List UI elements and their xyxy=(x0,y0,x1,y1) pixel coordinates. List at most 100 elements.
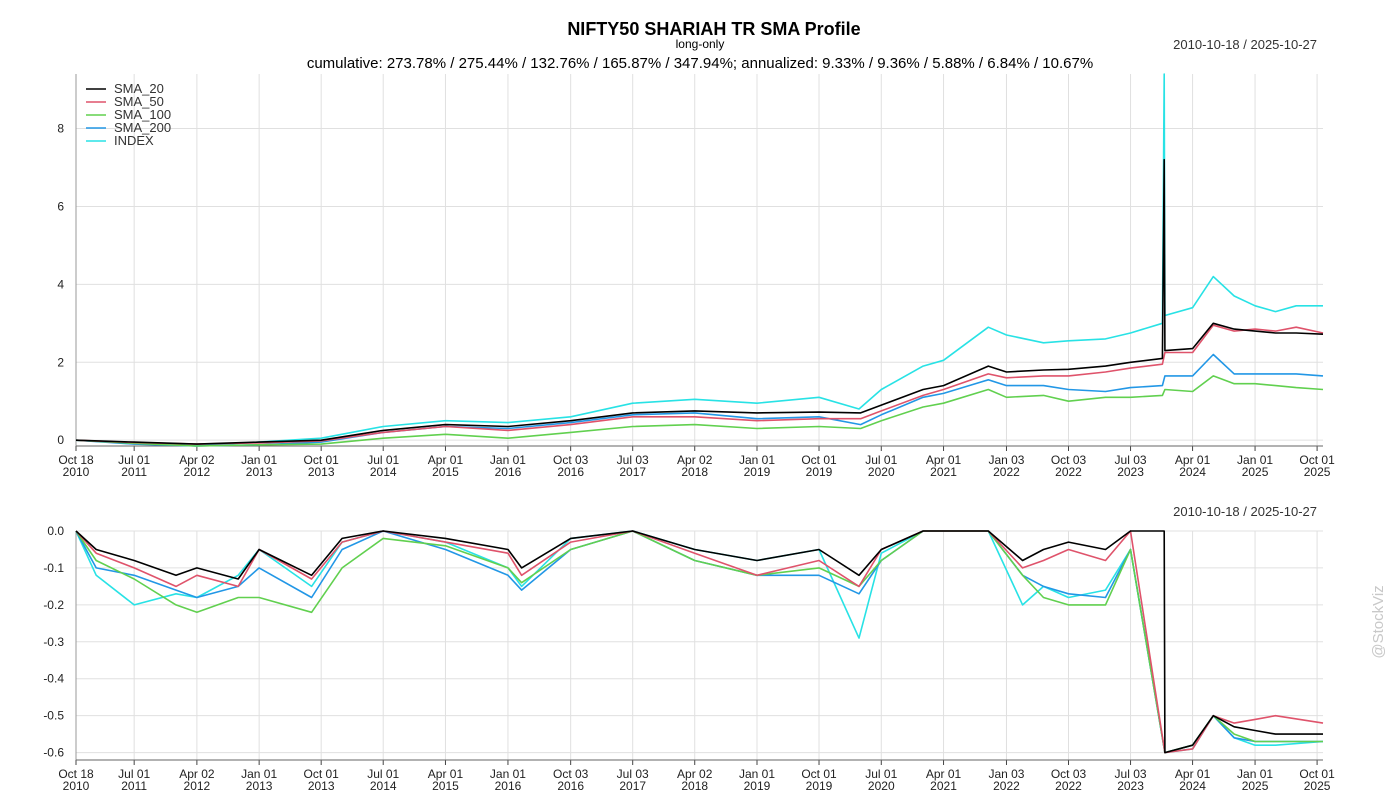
x-tick-label-bottom: 2023 xyxy=(1117,779,1144,793)
x-tick-label-bottom: 2014 xyxy=(370,779,397,793)
x-tick-label-top: Jan 01 xyxy=(1237,767,1273,781)
x-tick-label-top: Oct 18 xyxy=(58,767,94,781)
x-tick-label-bottom: 2016 xyxy=(495,779,522,793)
x-tick-label-top: Oct 01 xyxy=(1299,453,1335,467)
x-tick-label-bottom: 2013 xyxy=(308,465,335,479)
y-tick-label: 6 xyxy=(57,199,64,213)
x-tick-label-top: Jan 01 xyxy=(241,767,277,781)
x-tick-label-bottom: 2024 xyxy=(1179,465,1206,479)
x-tick-label-bottom: 2019 xyxy=(806,779,833,793)
x-tick-label-top: Jan 01 xyxy=(490,767,526,781)
y-tick-label: -0.4 xyxy=(43,672,64,686)
x-tick-label-bottom: 2013 xyxy=(246,465,273,479)
x-tick-label-top: Jul 01 xyxy=(865,453,897,467)
y-tick-label: 4 xyxy=(57,277,64,291)
x-tick-label-top: Jan 01 xyxy=(241,453,277,467)
chart-title: NIFTY50 SHARIAH TR SMA Profile xyxy=(567,19,860,39)
y-tick-label: 0 xyxy=(57,433,64,447)
x-tick-label-bottom: 2012 xyxy=(184,779,211,793)
x-tick-label-top: Apr 02 xyxy=(677,767,713,781)
x-tick-label-top: Jan 01 xyxy=(739,767,775,781)
x-tick-label-bottom: 2016 xyxy=(495,465,522,479)
x-tick-label-bottom: 2024 xyxy=(1179,779,1206,793)
x-tick-label-bottom: 2013 xyxy=(308,779,335,793)
series-line-sma-50 xyxy=(75,530,1324,754)
x-tick-label-bottom: 2010 xyxy=(63,465,90,479)
x-tick-label-top: Jan 01 xyxy=(1237,453,1273,467)
x-tick-label-bottom: 2022 xyxy=(993,465,1020,479)
x-tick-label-top: Oct 01 xyxy=(801,767,837,781)
x-tick-label-top: Oct 03 xyxy=(553,453,589,467)
x-tick-label-bottom: 2019 xyxy=(806,465,833,479)
x-tick-label-bottom: 2015 xyxy=(432,779,459,793)
x-tick-label-bottom: 2019 xyxy=(744,779,771,793)
x-tick-label-top: Jul 03 xyxy=(1115,453,1147,467)
x-tick-label-bottom: 2019 xyxy=(744,465,771,479)
y-tick-label: -0.5 xyxy=(43,709,64,723)
x-tick-label-top: Apr 01 xyxy=(428,767,464,781)
x-tick-label-bottom: 2012 xyxy=(184,465,211,479)
x-tick-label-top: Apr 02 xyxy=(677,453,713,467)
x-tick-label-top: Jul 03 xyxy=(1115,767,1147,781)
x-tick-label-top: Apr 01 xyxy=(926,453,962,467)
x-tick-label-bottom: 2018 xyxy=(681,465,708,479)
x-tick-label-top: Apr 01 xyxy=(1175,767,1211,781)
x-tick-label-top: Jan 03 xyxy=(988,453,1024,467)
x-tick-label-top: Oct 01 xyxy=(303,453,339,467)
date-range-top: 2010-10-18 / 2025-10-27 xyxy=(1173,37,1317,52)
series-line-index xyxy=(75,73,1323,447)
legend-label: SMA_20 xyxy=(114,81,164,96)
chart-subtitle: long-only xyxy=(676,37,725,51)
x-tick-label-top: Jul 03 xyxy=(617,767,649,781)
y-tick-label: 2 xyxy=(57,355,64,369)
x-tick-label-top: Apr 01 xyxy=(926,767,962,781)
x-tick-label-top: Jul 01 xyxy=(367,767,399,781)
x-tick-label-top: Oct 03 xyxy=(553,767,589,781)
x-tick-label-top: Oct 18 xyxy=(58,453,94,467)
x-tick-label-bottom: 2025 xyxy=(1304,779,1331,793)
x-tick-label-bottom: 2021 xyxy=(930,779,957,793)
y-tick-label: 0.0 xyxy=(47,524,64,538)
x-tick-label-bottom: 2023 xyxy=(1117,465,1144,479)
x-tick-label-top: Oct 01 xyxy=(303,767,339,781)
x-tick-label-bottom: 2016 xyxy=(557,779,584,793)
legend-label: SMA_50 xyxy=(114,94,164,109)
series-line-sma-50 xyxy=(75,324,1324,445)
y-tick-label: -0.3 xyxy=(43,635,64,649)
x-tick-label-top: Jul 01 xyxy=(118,767,150,781)
x-tick-label-top: Apr 01 xyxy=(1175,453,1211,467)
x-tick-label-bottom: 2018 xyxy=(681,779,708,793)
x-tick-label-bottom: 2022 xyxy=(1055,465,1082,479)
x-tick-label-top: Oct 01 xyxy=(801,453,837,467)
x-tick-label-bottom: 2022 xyxy=(1055,779,1082,793)
x-tick-label-bottom: 2020 xyxy=(868,465,895,479)
x-tick-label-top: Oct 03 xyxy=(1051,767,1087,781)
x-tick-label-bottom: 2016 xyxy=(557,465,584,479)
x-tick-label-top: Apr 02 xyxy=(179,453,215,467)
x-tick-label-top: Jan 01 xyxy=(490,453,526,467)
legend-label: INDEX xyxy=(114,133,154,148)
series-line-sma-100 xyxy=(75,375,1324,447)
x-tick-label-bottom: 2010 xyxy=(63,779,90,793)
x-tick-label-top: Oct 03 xyxy=(1051,453,1087,467)
x-tick-label-top: Oct 01 xyxy=(1299,767,1335,781)
x-tick-label-top: Jul 01 xyxy=(367,453,399,467)
series-line-sma-20 xyxy=(75,530,1323,754)
y-tick-label: -0.6 xyxy=(43,746,64,760)
x-tick-label-bottom: 2017 xyxy=(619,465,646,479)
x-tick-label-bottom: 2011 xyxy=(121,779,147,793)
x-tick-label-bottom: 2025 xyxy=(1304,465,1331,479)
x-tick-label-top: Jul 01 xyxy=(118,453,150,467)
x-tick-label-bottom: 2025 xyxy=(1242,779,1269,793)
y-tick-label: -0.2 xyxy=(43,598,64,612)
x-tick-label-bottom: 2015 xyxy=(432,465,459,479)
legend-label: SMA_100 xyxy=(114,107,171,122)
watermark: @StockViz xyxy=(1370,585,1387,658)
x-tick-label-top: Jul 03 xyxy=(617,453,649,467)
y-tick-label: 8 xyxy=(57,122,64,136)
x-tick-label-bottom: 2021 xyxy=(930,465,957,479)
